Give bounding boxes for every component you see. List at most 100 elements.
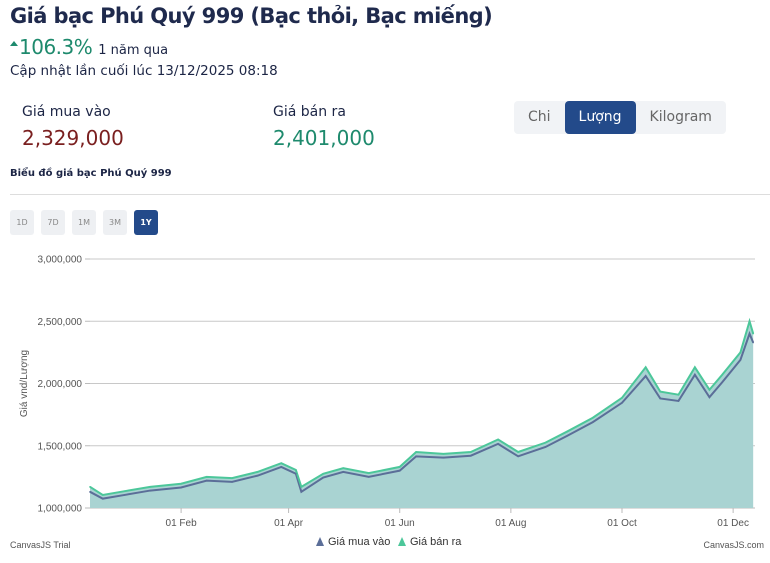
data-point-sell (592, 416, 594, 419)
data-point-sell (367, 472, 370, 474)
data-point-sell (180, 482, 182, 485)
unit-chi-button[interactable]: Chi (528, 109, 551, 125)
divider (10, 194, 770, 195)
unit-luong-button[interactable]: Lượng (564, 101, 636, 134)
data-point-sell (256, 471, 259, 473)
data-point-buy (295, 472, 297, 475)
data-point-sell (295, 469, 297, 471)
data-point-sell (231, 477, 233, 479)
data-point-buy (231, 481, 233, 483)
area-fill (90, 321, 754, 508)
data-point-buy (322, 476, 325, 479)
data-point-sell (322, 472, 325, 475)
legend-buy-label: Giá mua vào (328, 536, 390, 548)
data-point-sell (205, 476, 208, 478)
unit-selector: Chi Lượng Kilogram (514, 101, 726, 134)
last-updated: Cập nhật lần cuối lúc 13/12/2025 08:18 (10, 63, 278, 79)
data-point-buy (101, 497, 104, 500)
data-point-buy (205, 479, 208, 482)
data-point-sell (659, 390, 662, 393)
x-tick-label: 01 Aug (495, 518, 526, 529)
range-1m-button[interactable]: 1M (72, 210, 96, 235)
data-point-buy (544, 446, 547, 448)
buy-price-value: 2,329,000 (22, 126, 124, 150)
data-point-sell (415, 451, 417, 453)
data-point-buy (677, 400, 680, 402)
x-tick-label: 01 Apr (274, 518, 304, 529)
data-point-buy (694, 373, 696, 376)
change-percent: 106.3% (10, 35, 93, 59)
y-tick-label: 1,500,000 (38, 441, 83, 452)
data-point-buy (123, 494, 126, 496)
unit-kilogram-button[interactable]: Kilogram (649, 109, 712, 125)
credit-left: CanvasJS Trial (10, 540, 71, 550)
legend-buy-icon (316, 537, 324, 546)
range-1d-button[interactable]: 1D (10, 210, 34, 235)
data-point-buy (149, 489, 151, 492)
data-point-buy (180, 486, 182, 489)
data-point-sell (544, 441, 547, 444)
y-tick-label: 3,000,000 (38, 255, 83, 266)
data-point-sell (566, 430, 569, 433)
change-percent-value: 106.3% (19, 35, 93, 59)
data-point-buy (497, 443, 499, 445)
data-point-buy (748, 332, 751, 335)
data-point-buy (398, 469, 401, 472)
buy-price-box: Giá mua vào 2,329,000 (22, 104, 124, 150)
data-point-buy (256, 474, 259, 477)
data-point-buy (739, 359, 742, 361)
data-point-sell (517, 451, 519, 453)
credit-right: CanvasJS.com (703, 540, 764, 550)
x-tick-label: 01 Dec (717, 518, 749, 529)
data-point-sell (398, 466, 401, 468)
y-axis-title: Giá vnd/Lượng (19, 350, 30, 417)
data-point-buy (367, 476, 370, 478)
data-point-sell (469, 451, 472, 453)
data-point-buy (517, 455, 519, 458)
data-point-sell (280, 462, 283, 464)
data-point-buy (442, 456, 445, 459)
data-point-buy (659, 397, 662, 400)
data-point-sell (497, 438, 499, 441)
price-change: 106.3% 1 năm qua (10, 35, 168, 59)
data-point-sell (752, 332, 754, 335)
data-point-buy (415, 455, 417, 458)
x-tick-label: 01 Jun (385, 518, 415, 529)
data-point-sell (101, 494, 104, 496)
data-point-buy (592, 421, 594, 423)
legend-sell-icon (398, 537, 406, 546)
change-period: 1 năm qua (98, 43, 169, 58)
data-point-sell (123, 490, 126, 492)
y-tick-label: 2,000,000 (38, 379, 83, 390)
data-point-sell (708, 388, 711, 391)
data-point-sell (739, 351, 742, 354)
range-selector: 1D 7D 1M 3M 1Y (10, 210, 158, 235)
data-point-sell (442, 453, 445, 455)
data-point-sell (644, 366, 647, 369)
data-point-sell (677, 393, 680, 396)
chart-subtitle: Biểu đồ giá bạc Phú Quý 999 (10, 168, 172, 179)
data-point-buy (708, 396, 711, 398)
data-point-sell (748, 320, 751, 323)
data-point-sell (149, 486, 151, 488)
data-point-buy (300, 491, 303, 493)
data-point-sell (300, 486, 303, 488)
data-point-buy (752, 341, 754, 344)
data-point-buy (280, 466, 283, 468)
arrow-up-icon (10, 41, 18, 46)
range-3m-button[interactable]: 3M (103, 210, 127, 235)
price-chart: 1,000,000 1,500,000 2,000,000 2,500,000 3,00… (10, 255, 764, 551)
x-tick-label: 01 Oct (607, 518, 637, 529)
y-tick-label: 1,000,000 (38, 504, 83, 515)
data-point-sell (89, 486, 91, 488)
y-tick-label: 2,500,000 (38, 317, 83, 328)
data-point-sell (721, 373, 724, 376)
data-point-sell (694, 366, 696, 369)
buy-price-label: Giá mua vào (22, 104, 111, 120)
range-7d-button[interactable]: 7D (41, 210, 65, 235)
sell-price-box: Giá bán ra 2,401,000 (273, 104, 375, 150)
data-point-buy (644, 375, 647, 377)
range-1y-button[interactable]: 1Y (134, 210, 158, 235)
data-point-buy (721, 381, 724, 384)
x-tick-label: 01 Feb (166, 518, 198, 529)
